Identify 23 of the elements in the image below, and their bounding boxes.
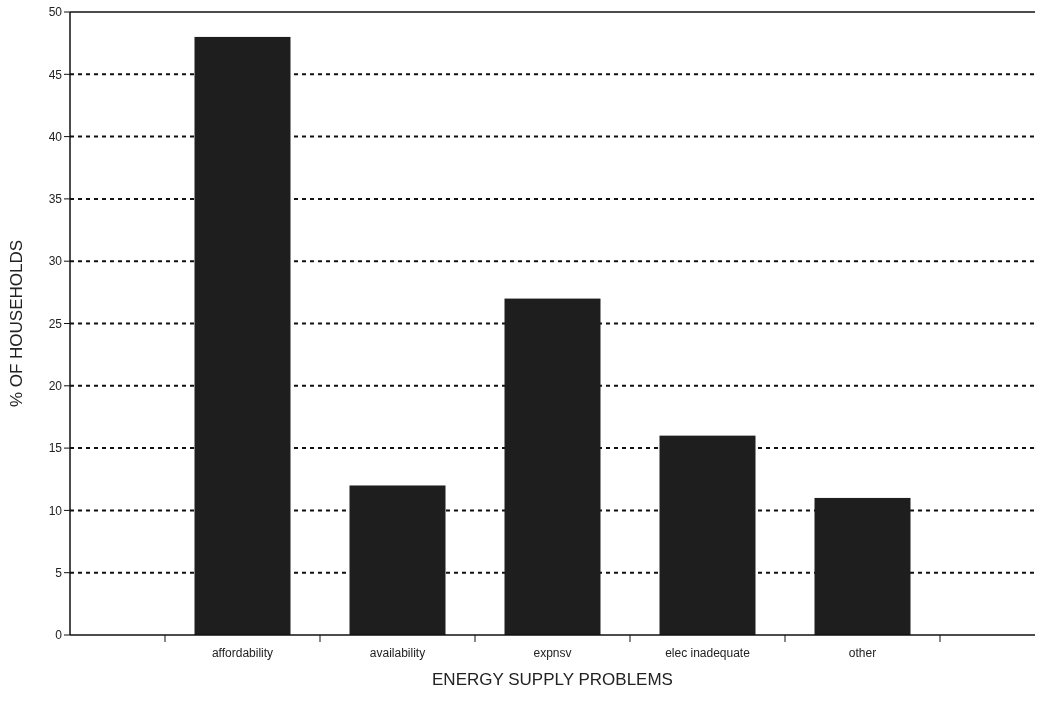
bar [814, 497, 911, 635]
x-tick-label: affordability [211, 646, 274, 660]
y-axis-title: % OF HOUSEHOLDS [7, 239, 26, 408]
y-tick-label: 20 [48, 379, 63, 393]
y-tick-label: 0 [55, 628, 63, 643]
y-tick-label: 15 [48, 441, 63, 456]
y-tick-label: 35 [48, 192, 63, 207]
bar [504, 298, 601, 635]
y-tick-label: 45 [48, 67, 63, 82]
x-tick-label: expnsv [533, 646, 572, 660]
y-tick-label: 50 [48, 5, 63, 20]
x-tick-label: other [848, 646, 877, 660]
bar [659, 435, 756, 635]
y-tick-label: 10 [48, 503, 63, 518]
x-axis-title: ENERGY SUPPLY PROBLEMS [432, 670, 673, 689]
y-tick-label: 5 [55, 565, 63, 580]
y-tick-label: 30 [48, 254, 63, 269]
y-tick-label: 40 [48, 129, 63, 144]
bar [349, 485, 446, 635]
x-tick-label: elec inadequate [665, 646, 751, 660]
bar [194, 36, 291, 635]
x-tick-label: availability [369, 646, 426, 660]
y-tick-label: 25 [48, 316, 63, 331]
